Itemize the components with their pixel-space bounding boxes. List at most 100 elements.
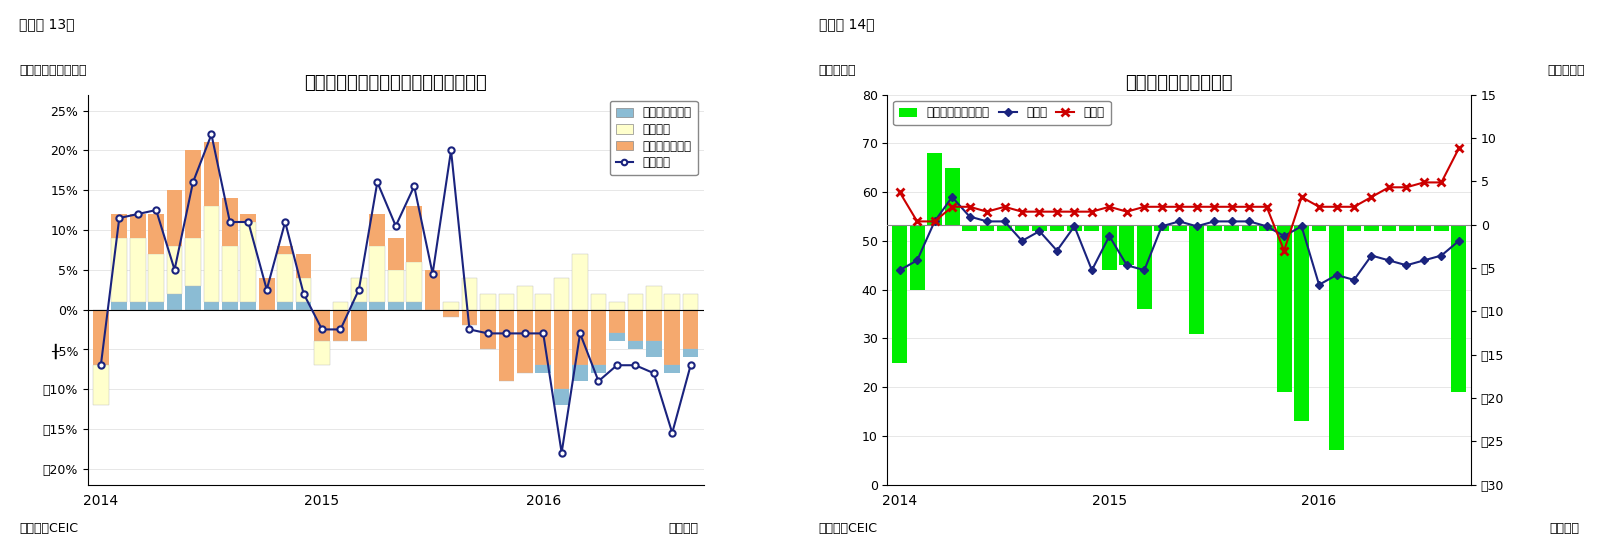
Bar (1031, 224, 1047, 231)
Bar (1225, 224, 1239, 231)
Bar (516, 310, 532, 373)
Bar (590, 365, 606, 373)
Bar (499, 294, 515, 310)
Bar (112, 301, 126, 310)
Bar (462, 278, 478, 310)
Bar (590, 294, 606, 310)
Bar (406, 301, 422, 310)
Bar (1137, 224, 1151, 309)
Bar (665, 294, 680, 310)
Legend: 貳易収支（右目盛）, 輸出額, 輸入額: 貳易収支（右目盛）, 輸出額, 輸入額 (894, 101, 1110, 125)
Bar (112, 214, 126, 238)
Bar (240, 301, 256, 310)
Bar (333, 310, 349, 341)
Bar (665, 365, 680, 373)
Bar (998, 224, 1012, 231)
Bar (130, 301, 146, 310)
Bar (516, 286, 532, 310)
Bar (203, 301, 219, 310)
Bar (609, 301, 625, 310)
Bar (480, 294, 496, 310)
Bar (572, 310, 588, 365)
Bar (313, 310, 329, 341)
Bar (1329, 224, 1343, 451)
Bar (389, 238, 403, 270)
Bar (443, 310, 459, 317)
Text: （資料）CEIC: （資料）CEIC (819, 522, 878, 535)
Bar (462, 310, 478, 325)
Bar (572, 365, 588, 381)
Bar (1258, 224, 1274, 231)
Bar (406, 262, 422, 301)
Bar (683, 294, 699, 310)
Bar (646, 310, 662, 341)
Text: （図表 14）: （図表 14） (819, 17, 875, 31)
Bar (313, 341, 329, 365)
Text: （億ドル）: （億ドル） (819, 64, 855, 77)
Bar (1015, 224, 1030, 231)
Bar (149, 214, 165, 254)
Bar (333, 301, 349, 310)
Text: （億ドル）: （億ドル） (1548, 64, 1585, 77)
Bar (296, 301, 312, 310)
Bar (166, 294, 182, 310)
Bar (945, 168, 959, 224)
Bar (352, 310, 366, 341)
Bar (536, 310, 552, 365)
Bar (443, 301, 459, 310)
Text: （図表 13）: （図表 13） (19, 17, 75, 31)
Bar (389, 270, 403, 301)
Bar (609, 310, 625, 334)
Bar (425, 270, 440, 310)
Bar (185, 238, 201, 286)
Bar (963, 224, 977, 231)
Bar (203, 143, 219, 206)
Bar (683, 310, 699, 349)
Bar (1434, 224, 1449, 231)
Bar (572, 254, 588, 310)
Bar (1276, 224, 1292, 392)
Bar (222, 246, 238, 301)
Bar (166, 190, 182, 246)
Bar (369, 301, 385, 310)
Bar (149, 254, 165, 301)
Bar (480, 310, 496, 349)
Bar (553, 278, 569, 310)
Bar (1242, 224, 1257, 231)
Bar (1346, 224, 1361, 231)
Bar (1102, 224, 1116, 270)
Bar (185, 150, 201, 238)
Bar (296, 278, 312, 301)
Bar (910, 224, 924, 290)
Bar (166, 246, 182, 294)
Bar (93, 365, 109, 405)
Bar (1049, 224, 1065, 231)
Text: （月次）: （月次） (1549, 522, 1580, 535)
Bar (1417, 224, 1431, 231)
Bar (1172, 224, 1186, 231)
Bar (536, 365, 552, 373)
Bar (93, 310, 109, 365)
Bar (892, 224, 907, 363)
Bar (277, 254, 293, 301)
Bar (627, 294, 643, 310)
Bar (1399, 224, 1414, 231)
Bar (627, 341, 643, 349)
Bar (240, 214, 256, 222)
Text: （資料）CEIC: （資料）CEIC (19, 522, 78, 535)
Bar (553, 310, 569, 389)
Bar (627, 310, 643, 341)
Bar (1084, 224, 1100, 231)
Bar (277, 301, 293, 310)
Bar (1382, 224, 1396, 231)
Bar (980, 224, 995, 231)
Bar (646, 341, 662, 357)
Bar (1294, 224, 1310, 421)
Bar (1119, 224, 1134, 265)
Bar (553, 389, 569, 405)
Bar (646, 286, 662, 310)
Bar (499, 310, 515, 381)
Bar (112, 238, 126, 301)
Bar (536, 294, 552, 310)
Bar (406, 206, 422, 262)
